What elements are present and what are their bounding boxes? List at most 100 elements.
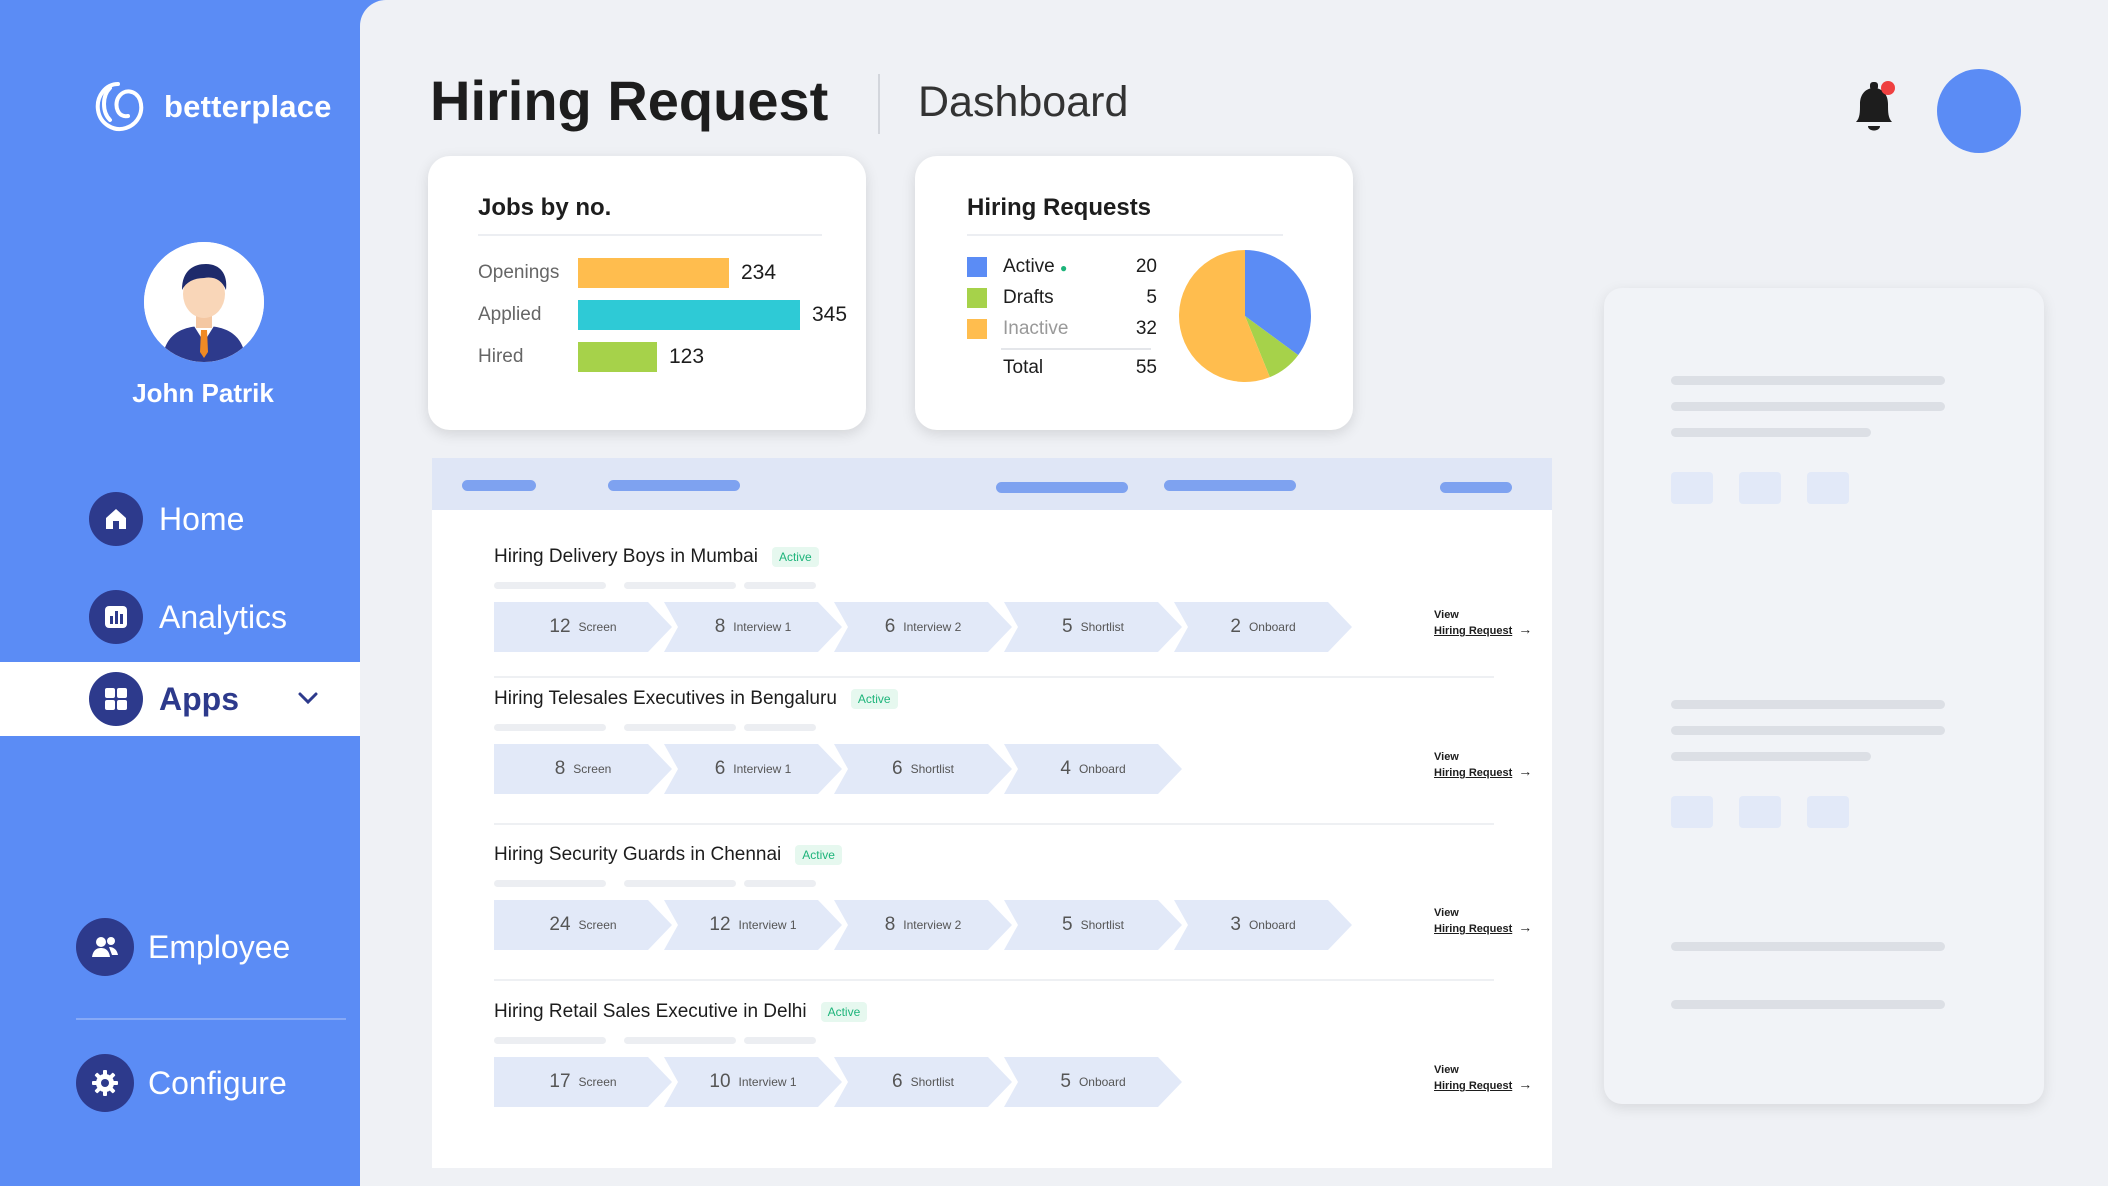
header-placeholder (608, 480, 740, 491)
pipeline-stage[interactable]: 5 Shortlist (1004, 900, 1182, 950)
bar-label: Applied (478, 304, 542, 325)
bar-value: 123 (669, 345, 705, 368)
pipeline-stages: 17 Screen 10 Interview 1 6 Shortlist 5 Onboard (494, 1057, 1174, 1107)
view-hiring-request-link[interactable]: View Hiring Request → (1434, 1063, 1532, 1093)
status-badge: Active (820, 1002, 868, 1022)
stage-count: 6 (714, 758, 726, 779)
placeholder-line (494, 724, 606, 731)
arrow-right-icon: → (1518, 919, 1533, 935)
pipeline-stage[interactable]: 8 Interview 1 (664, 602, 842, 652)
notification-bell-icon[interactable] (1848, 78, 1900, 140)
placeholder-line (624, 724, 736, 731)
placeholder-line (1671, 700, 1945, 709)
view-link-line1: View (1434, 907, 1459, 919)
pipeline-stage[interactable]: 6 Interview 1 (664, 744, 842, 794)
pipeline-stage[interactable]: 8 Interview 2 (834, 900, 1012, 950)
arrow-right-icon: → (1518, 621, 1533, 637)
nav-analytics-label: Analytics (159, 598, 288, 635)
header-placeholder (1164, 480, 1296, 491)
sidebar: betterplace John Patrik Home Analytics A… (0, 0, 360, 1186)
view-hiring-request-link[interactable]: View Hiring Request → (1434, 750, 1532, 780)
stage-label: Shortlist (910, 1075, 954, 1089)
placeholder-chip (1807, 472, 1849, 504)
pipeline-stage[interactable]: 4 Onboard (1004, 744, 1182, 794)
nav-employee-label: Employee (148, 928, 291, 965)
pipeline-stage[interactable]: 10 Interview 1 (664, 1057, 842, 1107)
hiring-request-table: Hiring Delivery Boys in Mumbai Active 12 Sc… (432, 458, 1552, 1168)
header-placeholder (462, 480, 536, 491)
user-avatar-icon (144, 242, 264, 362)
stage-label: Onboard (1248, 918, 1296, 932)
pipeline-stage[interactable]: 12 Interview 1 (664, 900, 842, 950)
placeholder-line (624, 1037, 736, 1044)
job-title[interactable]: Hiring Telesales Executives in Bengaluru… (494, 688, 898, 710)
nav-employee[interactable]: Employee (0, 910, 360, 984)
stage-label: Interview 1 (733, 620, 792, 634)
nav-configure[interactable]: Configure (0, 1046, 360, 1120)
user-name: John Patrik (132, 378, 274, 408)
row-divider (494, 676, 1494, 678)
total-label: Total (1003, 357, 1044, 378)
legend-swatch (967, 288, 987, 308)
stage-count: 2 (1230, 616, 1241, 637)
pipeline-stage[interactable]: 2 Onboard (1174, 602, 1352, 652)
nav-apps[interactable]: Apps (0, 662, 360, 736)
view-hiring-request-link[interactable]: View Hiring Request → (1434, 906, 1532, 936)
placeholder-line (1671, 942, 1945, 951)
home-icon (89, 492, 143, 546)
pipeline-stage[interactable]: 6 Shortlist (834, 744, 1012, 794)
chevron-down-icon[interactable] (294, 684, 322, 712)
nav-home-label: Home (159, 500, 245, 537)
legend-value: 32 (1135, 318, 1157, 339)
stage-label: Shortlist (910, 762, 954, 776)
pipeline-stage[interactable]: 8 Screen (494, 744, 672, 794)
nav-analytics[interactable]: Analytics (0, 580, 360, 654)
legend-row-total: Total 55 (967, 355, 1157, 381)
bar (578, 342, 657, 372)
requests-card: Hiring Requests Active ● 20 Drafts 5 Ina… (915, 156, 1353, 430)
job-title[interactable]: Hiring Retail Sales Executive in Delhi Ac… (494, 1001, 868, 1023)
user-avatar[interactable] (144, 242, 264, 362)
view-link-line1: View (1434, 751, 1459, 763)
pipeline-stage[interactable]: 3 Onboard (1174, 900, 1352, 950)
pipeline-stage[interactable]: 17 Screen (494, 1057, 672, 1107)
pipeline-stage[interactable]: 6 Interview 2 (834, 602, 1012, 652)
pipeline-stage[interactable]: 6 Shortlist (834, 1057, 1012, 1107)
betterplace-logo-icon (95, 82, 144, 131)
status-badge: Active (850, 689, 898, 709)
placeholder-line (1671, 1000, 1945, 1009)
card-divider (478, 234, 822, 236)
brand-logo[interactable]: betterplace (88, 76, 332, 138)
job-title[interactable]: Hiring Delivery Boys in Mumbai Active (494, 546, 819, 568)
pipeline-stage[interactable]: 5 Shortlist (1004, 602, 1182, 652)
view-link-line2: Hiring Request (1434, 767, 1513, 779)
placeholder-line (1671, 752, 1871, 761)
stage-count: 8 (714, 616, 726, 637)
stage-label: Interview 2 (903, 918, 962, 932)
bar (578, 258, 729, 288)
legend-label: Drafts (1003, 287, 1054, 308)
nav-home[interactable]: Home (0, 482, 360, 556)
stage-count: 4 (1060, 758, 1071, 779)
hiring-requests-pie (1179, 250, 1311, 382)
pipeline-stage[interactable]: 12 Screen (494, 602, 672, 652)
total-divider (1001, 348, 1151, 350)
pie-slice-inactive (1179, 250, 1270, 382)
gear-icon (76, 1054, 134, 1112)
row-divider (494, 979, 1494, 981)
stage-label: Interview 1 (738, 918, 797, 932)
view-hiring-request-link[interactable]: View Hiring Request → (1434, 608, 1532, 638)
analytics-icon (89, 590, 143, 644)
jobs-card: Jobs by no. Openings 234 Applied 345 Hired 12… (428, 156, 866, 430)
job-title-text: Hiring Security Guards in Chennai (494, 844, 782, 865)
pipeline-stages: 24 Screen 12 Interview 1 8 Interview 2 5 Shortl… (494, 900, 1344, 950)
pipeline-stage[interactable]: 5 Onboard (1004, 1057, 1182, 1107)
job-title[interactable]: Hiring Security Guards in Chennai Active (494, 844, 842, 866)
placeholder-line (624, 582, 736, 589)
stage-count: 3 (1230, 914, 1241, 935)
placeholder-chip (1739, 796, 1781, 828)
stage-label: Shortlist (1080, 620, 1124, 634)
profile-avatar[interactable] (1937, 69, 2021, 153)
total-value: 55 (1135, 357, 1157, 378)
pipeline-stage[interactable]: 24 Screen (494, 900, 672, 950)
